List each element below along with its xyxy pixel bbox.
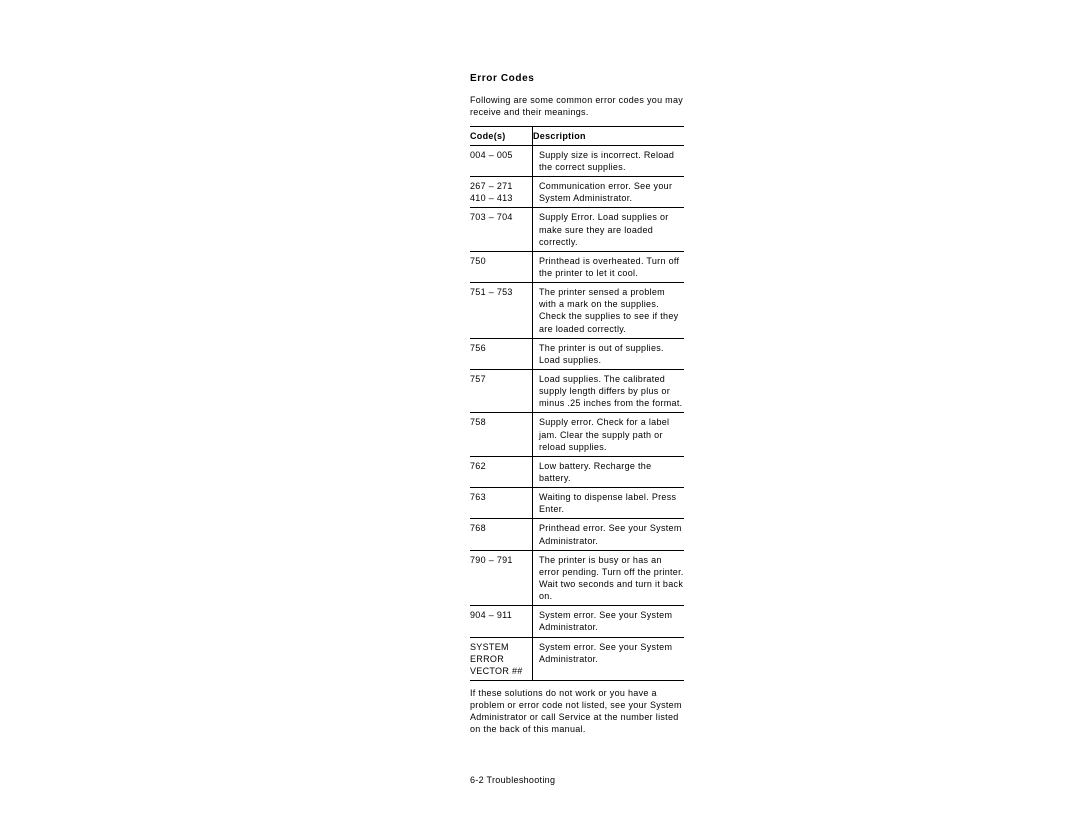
table-row: 750 Printhead is overheated. Turn off th… bbox=[470, 251, 684, 282]
cell-code: 762 bbox=[470, 456, 533, 487]
cell-code: 758 bbox=[470, 413, 533, 456]
page-footer: 6-2 Troubleshooting bbox=[470, 775, 555, 785]
table-row: 703 – 704 Supply Error. Load supplies or… bbox=[470, 208, 684, 251]
table-header-row: Code(s) Description bbox=[470, 126, 684, 145]
table-row: 768 Printhead error. See your System Adm… bbox=[470, 519, 684, 550]
error-codes-table: Code(s) Description 004 – 005 Supply siz… bbox=[470, 126, 684, 681]
cell-desc: Waiting to dispense label. Press Enter. bbox=[533, 488, 685, 519]
cell-desc: The printer sensed a problem with a mark… bbox=[533, 283, 685, 339]
cell-code: 790 – 791 bbox=[470, 550, 533, 606]
table-row: 762 Low battery. Recharge the battery. bbox=[470, 456, 684, 487]
outro-paragraph: If these solutions do not work or you ha… bbox=[470, 687, 684, 736]
cell-code: 751 – 753 bbox=[470, 283, 533, 339]
col-header-description: Description bbox=[533, 126, 685, 145]
cell-code: 904 – 911 bbox=[470, 606, 533, 637]
cell-desc: System error. See your System Administra… bbox=[533, 637, 685, 680]
table-row: SYSTEM ERROR VECTOR ## System error. See… bbox=[470, 637, 684, 680]
cell-desc: Printhead error. See your System Adminis… bbox=[533, 519, 685, 550]
cell-code: SYSTEM ERROR VECTOR ## bbox=[470, 637, 533, 680]
intro-paragraph: Following are some common error codes yo… bbox=[470, 94, 684, 118]
cell-code: 768 bbox=[470, 519, 533, 550]
table-row: 757 Load supplies. The calibrated supply… bbox=[470, 370, 684, 413]
cell-code: 756 bbox=[470, 338, 533, 369]
cell-desc: Printhead is overheated. Turn off the pr… bbox=[533, 251, 685, 282]
table-row: 004 – 005 Supply size is incorrect. Relo… bbox=[470, 145, 684, 176]
table-row: 751 – 753 The printer sensed a problem w… bbox=[470, 283, 684, 339]
cell-desc: Communication error. See your System Adm… bbox=[533, 177, 685, 208]
cell-desc: Supply error. Check for a label jam. Cle… bbox=[533, 413, 685, 456]
cell-desc: Load supplies. The calibrated supply len… bbox=[533, 370, 685, 413]
cell-code: 004 – 005 bbox=[470, 145, 533, 176]
document-content: Error Codes Following are some common er… bbox=[470, 72, 684, 736]
cell-desc: Supply Error. Load supplies or make sure… bbox=[533, 208, 685, 251]
cell-desc: Low battery. Recharge the battery. bbox=[533, 456, 685, 487]
cell-desc: System error. See your System Administra… bbox=[533, 606, 685, 637]
cell-desc: The printer is busy or has an error pend… bbox=[533, 550, 685, 606]
cell-code: 750 bbox=[470, 251, 533, 282]
cell-code: 703 – 704 bbox=[470, 208, 533, 251]
table-body: 004 – 005 Supply size is incorrect. Relo… bbox=[470, 145, 684, 680]
table-row: 758 Supply error. Check for a label jam.… bbox=[470, 413, 684, 456]
table-row: 756 The printer is out of supplies. Load… bbox=[470, 338, 684, 369]
cell-desc: Supply size is incorrect. Reload the cor… bbox=[533, 145, 685, 176]
table-row: 790 – 791 The printer is busy or has an … bbox=[470, 550, 684, 606]
cell-desc: The printer is out of supplies. Load sup… bbox=[533, 338, 685, 369]
section-heading: Error Codes bbox=[470, 72, 684, 86]
cell-code: 757 bbox=[470, 370, 533, 413]
cell-code: 763 bbox=[470, 488, 533, 519]
table-row: 763 Waiting to dispense label. Press Ent… bbox=[470, 488, 684, 519]
table-row: 267 – 271410 – 413 Communication error. … bbox=[470, 177, 684, 208]
col-header-codes: Code(s) bbox=[470, 126, 533, 145]
cell-code: 267 – 271410 – 413 bbox=[470, 177, 533, 208]
table-row: 904 – 911 System error. See your System … bbox=[470, 606, 684, 637]
